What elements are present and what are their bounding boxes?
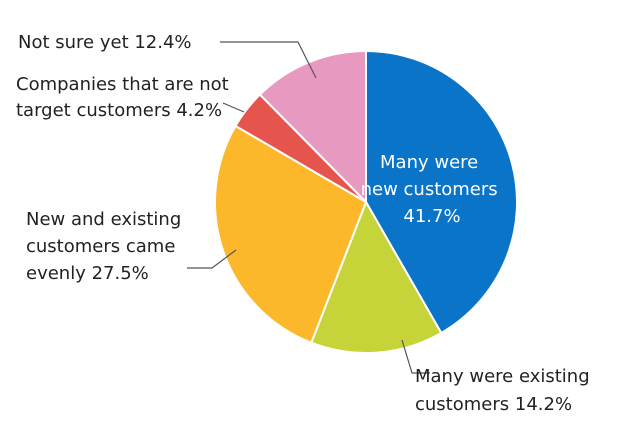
slice-label-even-line1: New and existing <box>26 209 181 230</box>
slice-label-not-target-line1: Companies that are not <box>16 74 229 95</box>
slice-label-new-line1: Many were <box>380 152 478 173</box>
slice-label-not-sure: Not sure yet 12.4% <box>18 32 192 53</box>
pie-slices <box>214 49 518 354</box>
leader-lines <box>187 41 430 374</box>
pie-slice-new-customers <box>365 49 518 335</box>
slice-label-even-line3: evenly 27.5% <box>26 263 149 284</box>
slice-label-new: Many were new customers 41.7% <box>361 152 504 227</box>
slice-label-existing-line2: customers 14.2% <box>415 394 572 415</box>
leader-line-existing <box>401 339 430 374</box>
slice-label-not-sure-line1: Not sure yet 12.4% <box>18 32 192 53</box>
slice-label-not-target: Companies that are not target customers … <box>16 74 234 121</box>
slice-label-new-line3: 41.7% <box>403 206 460 227</box>
slice-label-existing-line1: Many were existing <box>415 366 590 387</box>
slice-label-new-line2: new customers <box>361 179 498 200</box>
leader-line-not-sure <box>220 41 317 79</box>
slice-label-existing: Many were existing customers 14.2% <box>415 366 595 415</box>
leader-line-even <box>187 249 237 269</box>
slice-label-even-line2: customers came <box>26 236 175 257</box>
leader-line-not-target <box>222 102 245 113</box>
slice-label-even: New and existing customers came evenly 2… <box>26 209 187 284</box>
slice-label-not-target-line2: target customers 4.2% <box>16 100 222 121</box>
pie-slice-existing-customers <box>310 199 443 354</box>
